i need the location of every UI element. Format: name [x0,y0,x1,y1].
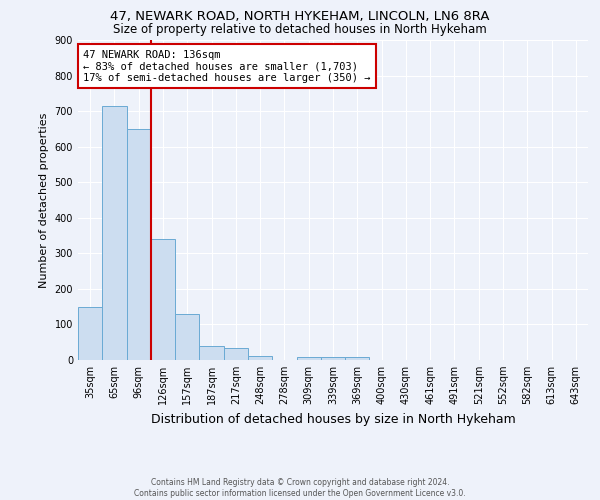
Y-axis label: Number of detached properties: Number of detached properties [39,112,49,288]
Text: 47, NEWARK ROAD, NORTH HYKEHAM, LINCOLN, LN6 8RA: 47, NEWARK ROAD, NORTH HYKEHAM, LINCOLN,… [110,10,490,23]
Bar [296,357,321,360]
Bar [78,306,102,360]
Bar [127,129,151,360]
Bar [248,356,272,360]
Bar [224,348,248,360]
X-axis label: Distribution of detached houses by size in North Hykeham: Distribution of detached houses by size … [151,412,515,426]
Text: Size of property relative to detached houses in North Hykeham: Size of property relative to detached ho… [113,22,487,36]
Bar [151,239,175,360]
Text: 47 NEWARK ROAD: 136sqm
← 83% of detached houses are smaller (1,703)
17% of semi-: 47 NEWARK ROAD: 136sqm ← 83% of detached… [83,50,371,83]
Bar [345,357,370,360]
Bar [199,346,224,360]
Bar [321,357,345,360]
Text: Contains HM Land Registry data © Crown copyright and database right 2024.
Contai: Contains HM Land Registry data © Crown c… [134,478,466,498]
Bar [102,106,127,360]
Bar [175,314,199,360]
